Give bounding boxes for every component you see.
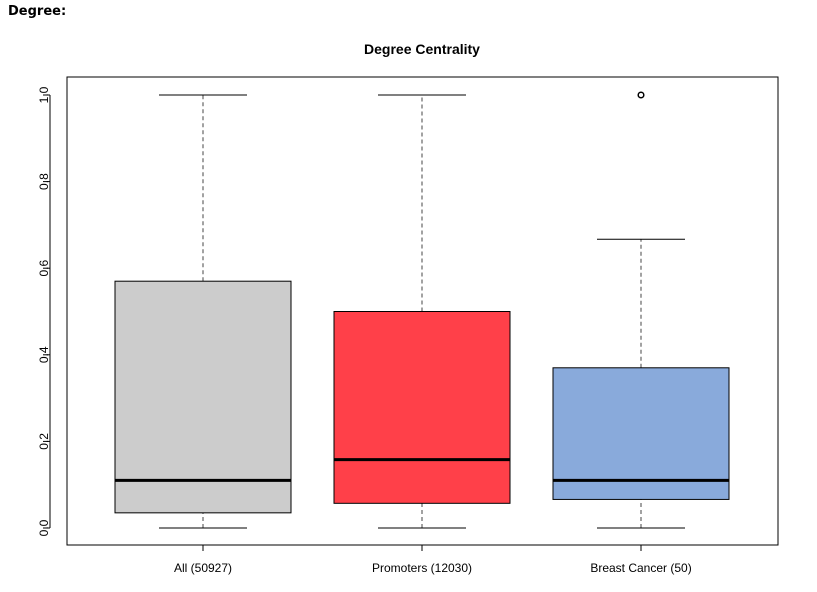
box-group bbox=[114, 94, 292, 529]
y-tick-label: 0.6 bbox=[37, 260, 51, 277]
iqr-box bbox=[114, 280, 292, 514]
y-tick-label: 0.0 bbox=[37, 519, 51, 536]
iqr-box bbox=[552, 367, 730, 500]
y-tick-label: 0.4 bbox=[37, 346, 51, 363]
y-tick-label: 1.0 bbox=[37, 86, 51, 103]
outlier-point bbox=[637, 91, 645, 99]
chart-title: Degree Centrality bbox=[364, 41, 480, 57]
iqr-box bbox=[333, 311, 511, 504]
y-tick-label: 0.8 bbox=[37, 173, 51, 190]
y-axis: 0.0 0.2 0.4 0.6 0.8 1.0 bbox=[37, 86, 51, 536]
boxes bbox=[114, 91, 730, 529]
box-group bbox=[552, 91, 730, 529]
x-tick-label: Promoters (12030) bbox=[372, 561, 472, 575]
x-tick-label: All (50927) bbox=[174, 561, 232, 575]
box-group bbox=[333, 94, 511, 529]
x-axis: All (50927) Promoters (12030) Breast Cance… bbox=[174, 544, 692, 575]
section-label: Degree: bbox=[8, 4, 67, 19]
x-tick-label: Breast Cancer (50) bbox=[590, 561, 691, 575]
y-tick-label: 0.2 bbox=[37, 433, 51, 450]
